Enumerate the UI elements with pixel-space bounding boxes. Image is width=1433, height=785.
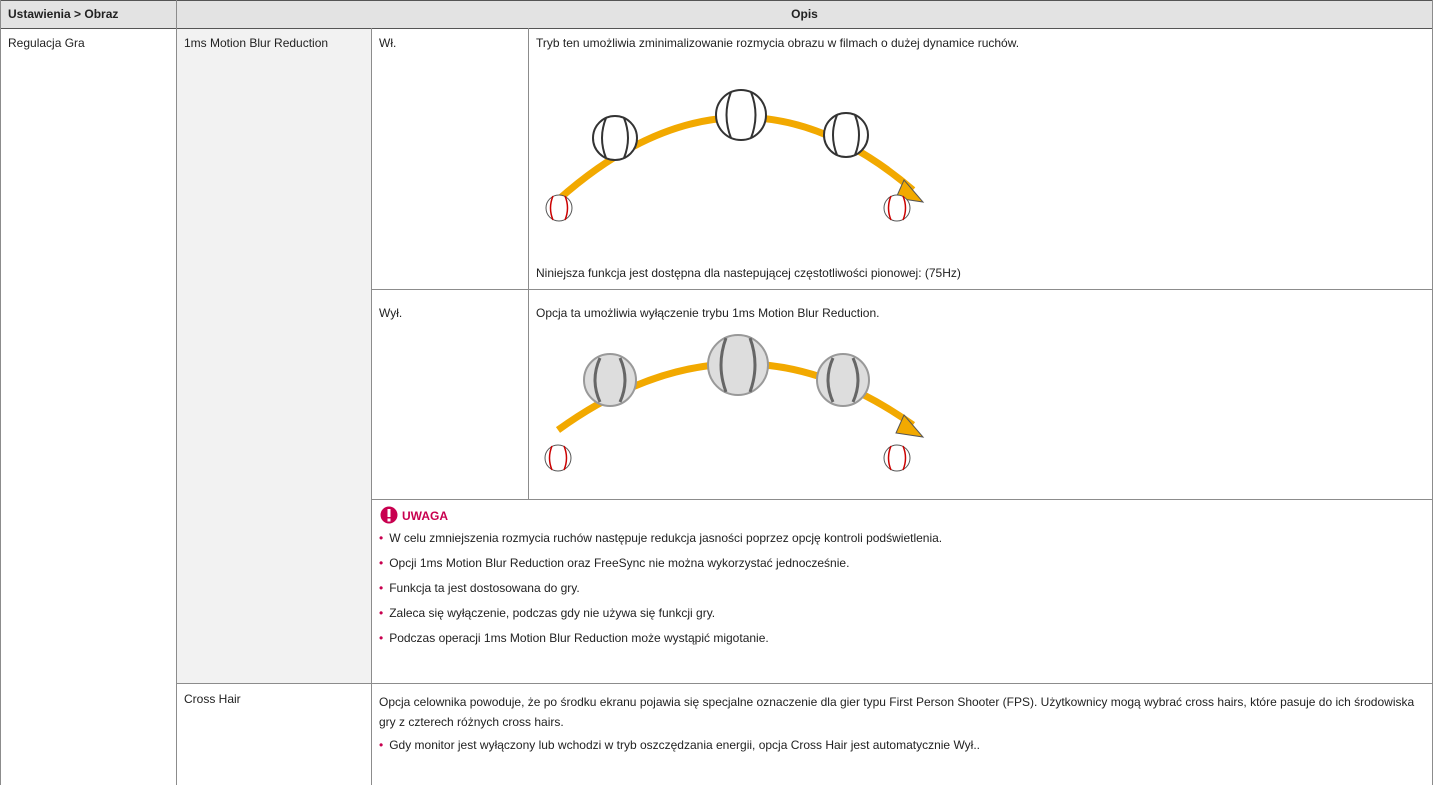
note-icon — [380, 506, 398, 524]
item-label: 1ms Motion Blur Reduction — [184, 36, 329, 50]
note-bullet: • Funkcja ta jest dostosowana do gry. — [379, 581, 580, 595]
border — [0, 28, 1433, 29]
option-text: Tryb ten umożliwia zminimalizowanie rozm… — [536, 36, 1020, 50]
illustration-off — [544, 334, 925, 472]
border — [371, 289, 1433, 290]
option-footnote: Niniejsza funkcja jest dostępna dla nast… — [536, 266, 961, 280]
note-text: Opcji 1ms Motion Blur Reduction oraz Fre… — [389, 556, 850, 570]
column-bg — [176, 28, 371, 683]
item-text: Opcja celownika powoduje, że po środku e… — [379, 695, 1415, 729]
header-cell: Opis — [791, 7, 818, 21]
item-bullet-text: Gdy monitor jest wyłączony lub wchodzi w… — [389, 738, 980, 752]
illustration-on — [545, 89, 925, 222]
option-text: Opcja ta umożliwia wyłączenie trybu 1ms … — [536, 306, 880, 320]
border — [0, 0, 1, 785]
option-label: Wył. — [379, 306, 403, 320]
header-cell: Ustawienia > Obraz — [8, 7, 119, 21]
note-text: W celu zmniejszenia rozmycia ruchów nast… — [389, 531, 943, 545]
border — [0, 0, 1433, 1]
border — [371, 499, 1433, 500]
note-text: Zaleca się wyłączenie, podczas gdy nie u… — [389, 606, 716, 620]
section-label: Regulacja Gra — [8, 36, 85, 50]
note-title: UWAGA — [402, 509, 448, 523]
option-label: Wł. — [379, 36, 397, 50]
note-bullet: • Opcji 1ms Motion Blur Reduction oraz Fr… — [379, 556, 850, 570]
note-bullet: • Podczas operacji 1ms Motion Blur Reduct… — [379, 631, 769, 645]
border — [176, 0, 177, 785]
note-text: Podczas operacji 1ms Motion Blur Reducti… — [389, 631, 769, 645]
item-bullet: • Gdy monitor jest wyłączony lub wchodzi … — [379, 738, 980, 752]
header-bg — [0, 0, 1433, 28]
border — [176, 683, 1433, 684]
note-text: Funkcja ta jest dostosowana do gry. — [389, 581, 580, 595]
item-label: Cross Hair — [184, 692, 241, 706]
border — [371, 28, 372, 785]
note-bullet: • W celu zmniejszenia rozmycia ruchów nas… — [379, 531, 943, 545]
note-bullet: • Zaleca się wyłączenie, podczas gdy nie … — [379, 606, 716, 620]
border — [528, 28, 529, 499]
